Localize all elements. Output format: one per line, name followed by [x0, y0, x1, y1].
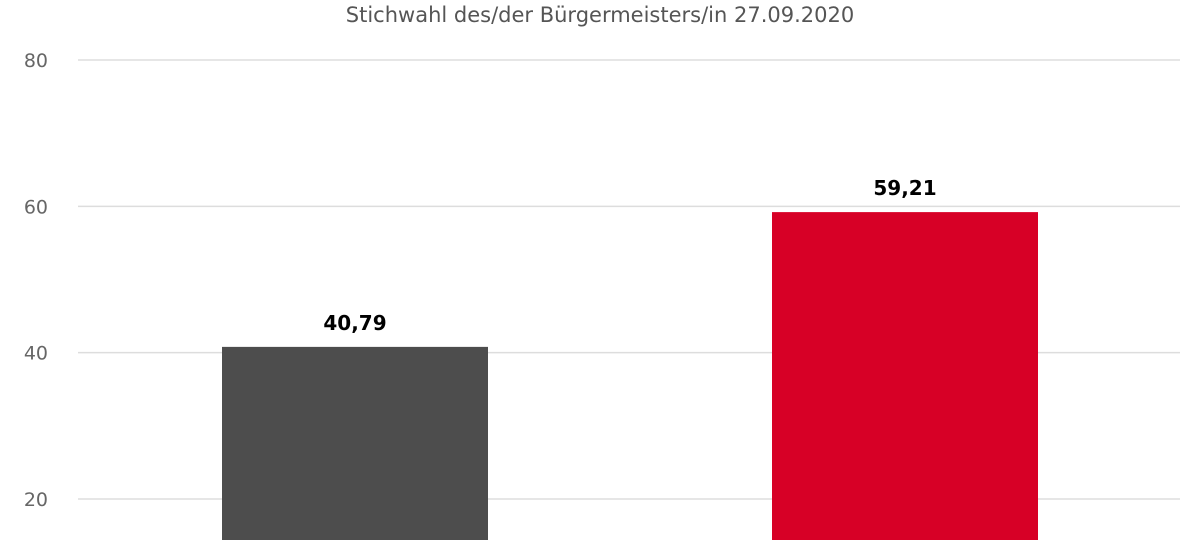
y-tick-label-40: 40 — [24, 343, 48, 365]
y-tick-label-80: 80 — [24, 50, 48, 72]
data-label-2: 59,21 — [873, 176, 936, 200]
bar-2[interactable] — [772, 212, 1038, 540]
y-tick-label-20: 20 — [24, 489, 48, 511]
bar-1[interactable] — [222, 346, 488, 540]
y-tick-label-60: 60 — [24, 196, 48, 218]
y-axis-tick-labels: 20 40 60 80 — [24, 50, 48, 511]
bars — [222, 212, 1038, 540]
chart-title: Stichwahl des/der Bürgermeisters/in 27.0… — [346, 3, 854, 27]
data-labels: 40,79 59,21 — [323, 176, 936, 335]
data-label-1: 40,79 — [323, 311, 386, 335]
